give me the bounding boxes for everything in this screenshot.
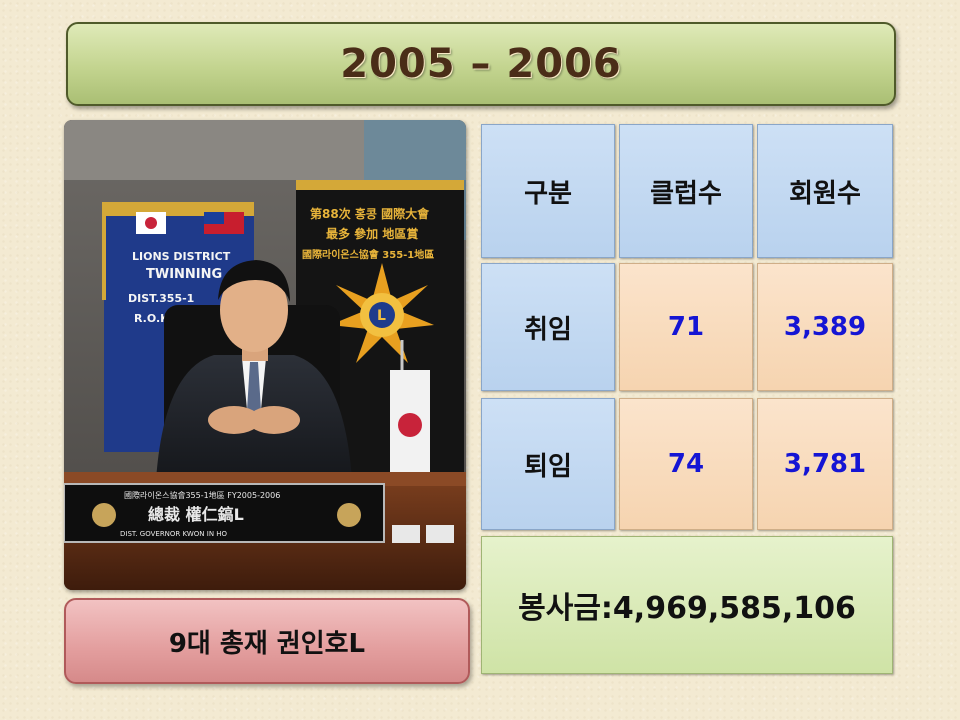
retirement-members: 3,781 (757, 398, 893, 530)
left-banner-line-4: R.O.K. (134, 312, 173, 325)
right-banner-line-3: 國際라이온스協會 355-1地區 (302, 248, 434, 261)
nameplate-top: 國際라이온스協會355-1地區 FY2005-2006 (124, 490, 280, 500)
retirement-clubs: 74 (619, 398, 753, 530)
row-label-retirement: 퇴임 (481, 398, 615, 530)
title-banner: 2005 – 2006 (66, 22, 896, 106)
governor-caption: 9대 총재 권인호L (168, 628, 366, 659)
right-banner-line-2: 最多 參加 地區賞 (326, 226, 418, 241)
caption-box: 9대 총재 권인호L (64, 598, 470, 684)
left-banner-line-1: LIONS DISTRICT (132, 250, 231, 263)
header-clubs: 클럽수 (619, 124, 753, 258)
nameplate-bottom: DIST. GOVERNOR KWON IN HO (120, 530, 228, 538)
left-banner-line-3: DIST.355-1 (128, 292, 194, 305)
page-title: 2005 – 2006 (340, 41, 622, 87)
right-banner-line-1: 第88次 홍콩 國際大會 (310, 206, 430, 221)
left-banner-line-2: TWINNING (146, 267, 222, 282)
inauguration-clubs: 71 (619, 263, 753, 391)
governor-photo: LIONS DISTRICT TWINNING DIST.355-1 R.O.K… (64, 120, 466, 590)
svg-text:L: L (377, 308, 386, 324)
header-category: 구분 (481, 124, 615, 258)
header-members: 회원수 (757, 124, 893, 258)
row-label-inauguration: 취임 (481, 263, 615, 391)
service-fund-total: 봉사금:4,969,585,106 (481, 536, 893, 674)
inauguration-members: 3,389 (757, 263, 893, 391)
stats-table: 구분 클럽수 회원수 취임 71 3,389 퇴임 74 3,781 봉사금:4… (481, 124, 893, 674)
nameplate-main: 總裁 權仁鎬L (148, 505, 244, 524)
